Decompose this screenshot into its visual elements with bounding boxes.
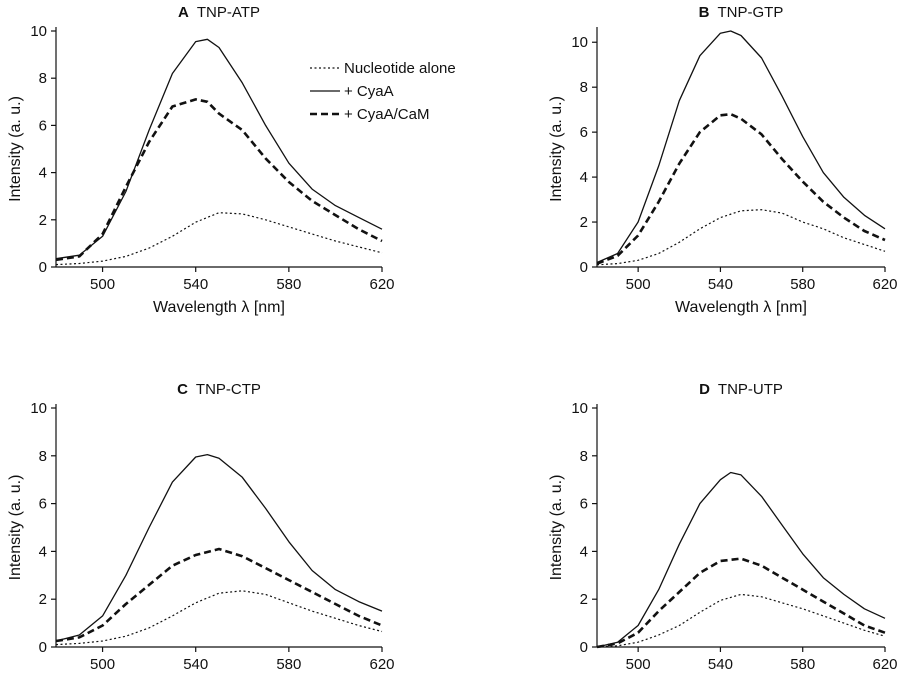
y-tick-label: 2: [580, 214, 588, 231]
x-tick-label: 620: [369, 276, 394, 293]
legend-label: + CyaA: [344, 83, 394, 100]
y-tick-label: 8: [580, 79, 588, 96]
x-tick-label: 500: [626, 656, 651, 673]
y-tick-label: 2: [39, 212, 47, 229]
panel-title: D TNP-UTP: [699, 381, 783, 398]
chart-panel-a: A TNP-ATP 0 2 4 6 8 10 500 540 580 620 Wavelength λ …: [7, 4, 395, 316]
series-line-dotted: [55, 212, 383, 266]
panel-title-text: TNP-UTP: [718, 381, 783, 398]
x-tick-label: 580: [276, 656, 301, 673]
x-tick-label: 540: [708, 656, 733, 673]
series-line-dashed: [596, 557, 886, 649]
y-tick-label: 10: [30, 400, 47, 417]
chart-panel-b: B TNP-GTP 0 2 4 6 8 10 500 540 580 620 Wavelength λ …: [548, 4, 898, 316]
series-line-dashed: [596, 112, 886, 265]
y-tick-label: 2: [580, 591, 588, 608]
x-tick-label: 620: [369, 656, 394, 673]
y-tick-label: 10: [571, 400, 588, 417]
y-axis-title: Intensity (a. u.): [7, 475, 24, 581]
y-tick-label: 4: [39, 543, 47, 560]
series-line-solid: [55, 38, 383, 260]
y-axis-title: Intensity (a. u.): [7, 96, 24, 202]
y-tick-label: 6: [39, 117, 47, 134]
y-tick-label: 10: [30, 23, 47, 40]
y-tick-label: 6: [39, 496, 47, 513]
x-tick-label: 620: [872, 276, 897, 293]
x-tick-label: 540: [708, 276, 733, 293]
y-tick-label: 6: [580, 124, 588, 141]
panel-title-text: TNP-CTP: [196, 381, 261, 398]
y-tick-label: 4: [39, 165, 47, 182]
panel-title-text: TNP-ATP: [197, 4, 260, 21]
panel-title-text: TNP-GTP: [718, 4, 784, 21]
x-tick-label: 540: [183, 656, 208, 673]
x-tick-label: 500: [90, 276, 115, 293]
y-tick-label: 6: [580, 496, 588, 513]
y-tick-label: 4: [580, 543, 588, 560]
y-tick-label: 8: [580, 448, 588, 465]
series-line-dashed: [55, 547, 383, 643]
legend-label: Nucleotide alone: [344, 60, 456, 77]
y-axis-title: Intensity (a. u.): [548, 96, 565, 202]
x-tick-label: 620: [872, 656, 897, 673]
y-axis-title: Intensity (a. u.): [548, 475, 565, 581]
panel-title: C TNP-CTP: [177, 381, 261, 398]
panel-letter: D: [699, 381, 710, 398]
y-tick-label: 2: [39, 591, 47, 608]
y-tick-label: 8: [39, 70, 47, 87]
y-tick-label: 4: [580, 169, 588, 186]
x-tick-label: 500: [626, 276, 651, 293]
x-axis-title: Wavelength λ [nm]: [153, 299, 285, 316]
y-tick-label: 10: [571, 34, 588, 51]
panel-letter: C: [177, 381, 188, 398]
series-line-solid: [55, 453, 383, 642]
y-tick-label: 8: [39, 448, 47, 465]
legend: Nucleotide alone + CyaA + CyaA/CaM: [310, 60, 456, 123]
series-line-solid: [596, 30, 886, 264]
panel-letter: B: [699, 4, 710, 21]
y-tick-label: 0: [39, 259, 47, 276]
y-tick-label: 0: [580, 639, 588, 656]
panel-title: B TNP-GTP: [699, 4, 784, 21]
y-tick-label: 0: [39, 639, 47, 656]
series-line-dotted: [596, 209, 886, 266]
x-tick-label: 540: [183, 276, 208, 293]
x-tick-label: 500: [90, 656, 115, 673]
y-tick-label: 0: [580, 259, 588, 276]
x-tick-label: 580: [790, 656, 815, 673]
legend-label: + CyaA/CaM: [344, 106, 429, 123]
series-line-dashed: [55, 98, 383, 262]
panel-letter: A: [178, 4, 189, 21]
series-line-dotted: [55, 590, 383, 646]
panel-title: A TNP-ATP: [178, 4, 260, 21]
series-line-solid: [596, 471, 886, 648]
x-tick-label: 580: [276, 276, 301, 293]
x-axis-title: Wavelength λ [nm]: [675, 299, 807, 316]
x-tick-label: 580: [790, 276, 815, 293]
